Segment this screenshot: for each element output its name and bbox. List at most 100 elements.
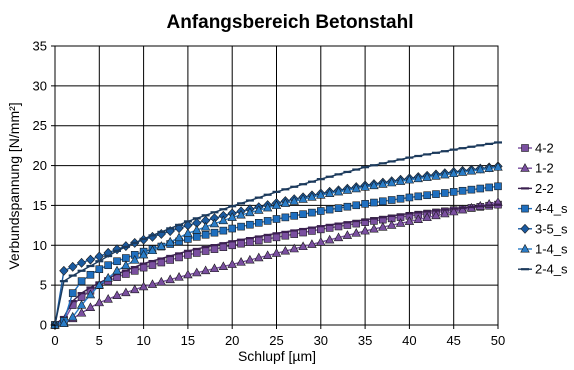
x-tick-label: 15 (181, 333, 195, 348)
data-point (262, 250, 273, 259)
data-point (423, 191, 431, 200)
data-point (192, 267, 202, 277)
data-point (156, 276, 167, 286)
data-point (85, 289, 96, 299)
legend-item: 1-4_s (518, 242, 568, 257)
series-2-4_s (51, 141, 502, 327)
data-point (219, 226, 228, 235)
data-point (494, 182, 502, 191)
data-point (121, 287, 131, 297)
y-tick-label: 10 (33, 238, 47, 253)
data-point (59, 265, 69, 276)
data-point (227, 259, 237, 268)
data-point (201, 230, 210, 239)
data-point (325, 205, 334, 214)
data-point (95, 265, 104, 274)
data-point (369, 223, 379, 233)
legend-label: 4-2 (535, 141, 554, 156)
data-point (227, 212, 237, 221)
data-point (422, 172, 432, 181)
legend-label: 2-2 (535, 181, 554, 196)
data-point (431, 210, 441, 220)
data-point (103, 293, 113, 303)
series-line (54, 166, 499, 326)
data-point (157, 258, 166, 267)
x-tick-label: 10 (136, 333, 150, 348)
data-point (262, 202, 273, 212)
y-tick-label: 35 (33, 39, 47, 54)
data-point (85, 254, 96, 265)
legend: 4-2 1-2 2-2 4-4_s 3-5_s 1-4_s 2-4_s (518, 141, 568, 277)
data-point (449, 188, 458, 196)
data-point (342, 230, 353, 239)
data-point (448, 168, 459, 178)
x-tick-label: 50 (491, 333, 505, 348)
data-point (174, 272, 184, 281)
data-point (166, 256, 174, 264)
data-point (237, 239, 245, 248)
data-point (236, 257, 246, 266)
data-point (209, 263, 220, 273)
x-tick-label: 25 (269, 333, 283, 348)
data-point (272, 233, 281, 242)
series-1-2 (50, 197, 503, 329)
data-point (192, 249, 201, 257)
legend-item: 4-2 (518, 141, 554, 156)
data-point (378, 221, 388, 231)
data-point (457, 204, 468, 214)
data-point (333, 232, 344, 242)
data-point (299, 210, 307, 218)
data-point (165, 236, 175, 246)
data-point (386, 220, 397, 229)
data-point (484, 163, 494, 172)
legend-label: 2-4_s (535, 262, 568, 277)
series-1-4_s (50, 162, 503, 329)
data-point (440, 208, 450, 218)
data-point (493, 162, 503, 171)
data-point (68, 311, 78, 321)
data-point (316, 207, 325, 215)
data-point (112, 290, 122, 300)
data-point (422, 212, 432, 222)
data-point (147, 245, 158, 255)
legend-label: 4-4_s (535, 201, 568, 216)
data-point (413, 173, 423, 183)
data-point (307, 239, 317, 248)
data-point (218, 215, 229, 225)
data-point (148, 261, 157, 269)
data-point (165, 274, 175, 284)
data-point (86, 270, 95, 279)
x-axis-label: Schlupf [µm] (238, 348, 316, 364)
legend-label: 1-2 (535, 161, 554, 176)
data-point (361, 200, 369, 208)
data-point (342, 185, 353, 194)
data-point (485, 183, 493, 192)
data-point (280, 245, 291, 255)
data-point (448, 206, 459, 216)
data-point (369, 180, 379, 190)
grid-layer (54, 45, 499, 326)
data-point (441, 189, 449, 197)
x-tick-label: 0 (51, 333, 58, 348)
data-point (112, 265, 122, 275)
series-layer (50, 141, 503, 330)
data-point (236, 209, 246, 219)
data-point (59, 318, 69, 327)
data-point (130, 255, 140, 264)
data-point (413, 214, 423, 223)
data-point (395, 218, 406, 227)
data-point (289, 196, 299, 205)
data-point (298, 241, 308, 251)
series-line (54, 203, 499, 326)
data-point (192, 225, 202, 234)
data-point (254, 236, 263, 245)
data-point (209, 218, 220, 228)
data-point (192, 233, 201, 241)
data-point (440, 169, 450, 179)
data-point (280, 198, 291, 207)
data-point (457, 167, 468, 176)
data-point (351, 183, 361, 193)
y-tick-label: 15 (33, 198, 47, 213)
y-tick-label: 5 (40, 278, 47, 293)
